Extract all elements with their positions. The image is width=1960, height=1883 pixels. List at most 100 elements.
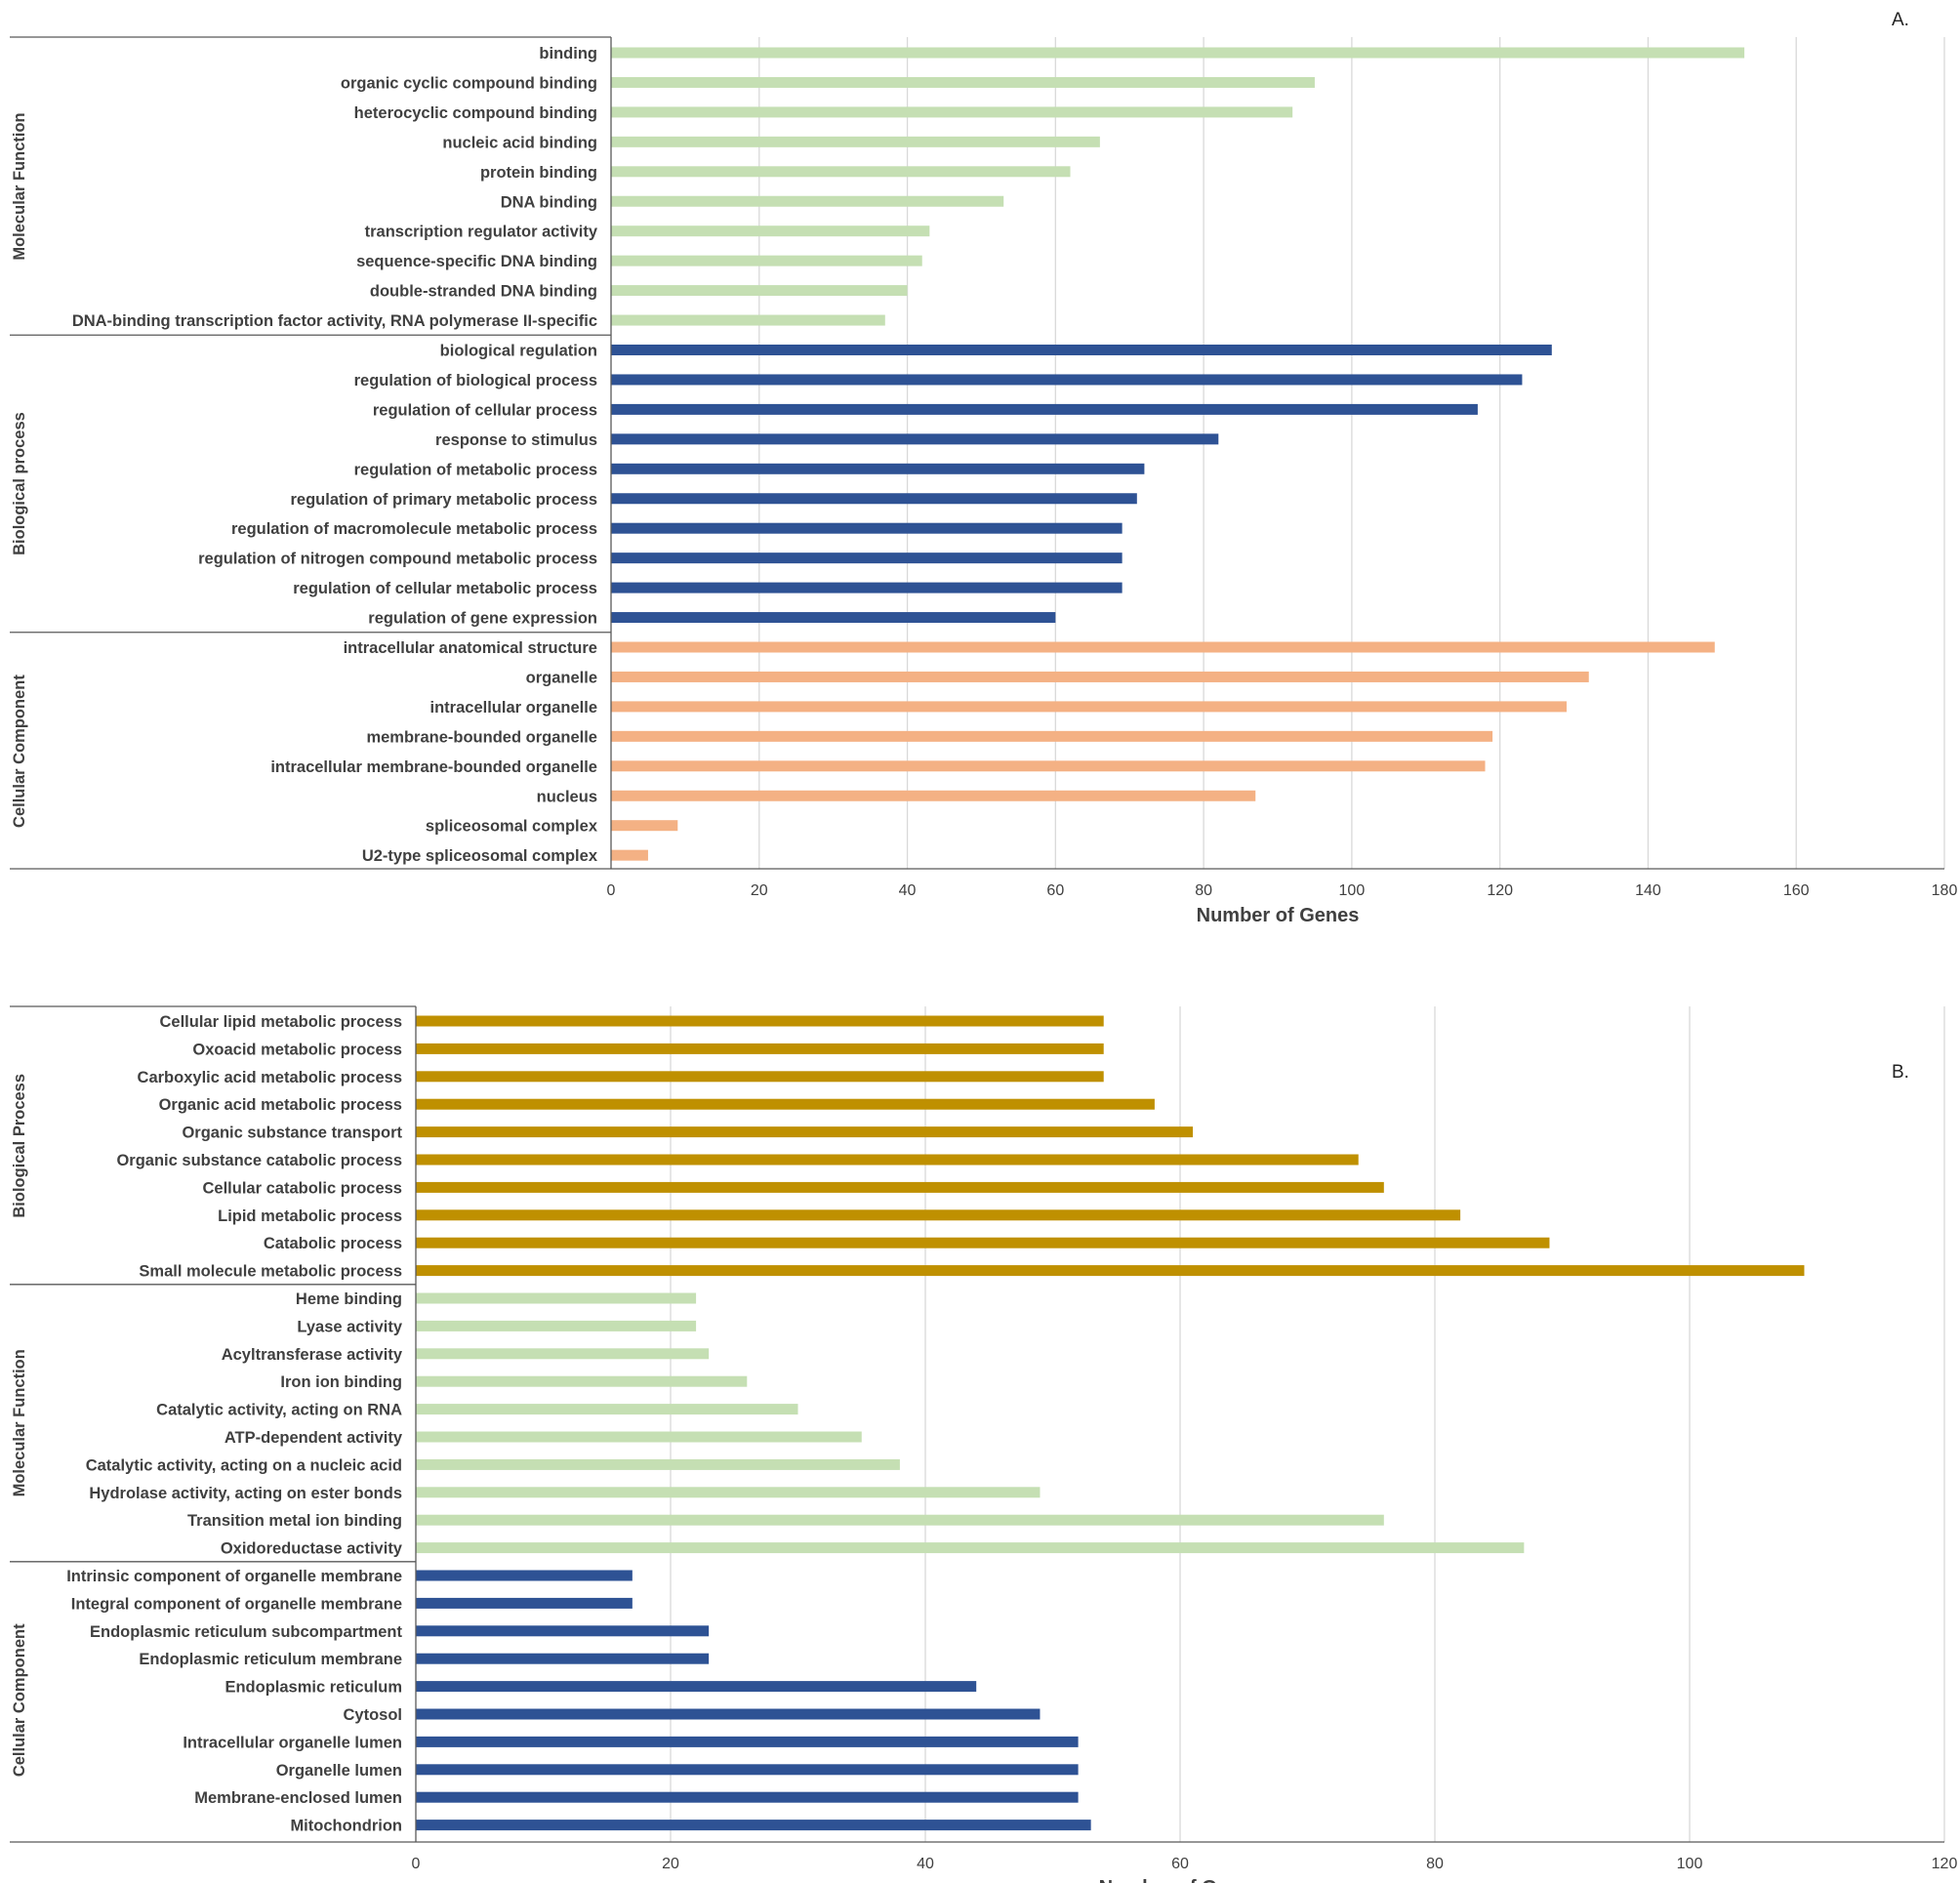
- category-label: Organelle lumen: [276, 1762, 402, 1780]
- category-label: Catabolic process: [264, 1235, 402, 1252]
- category-label: sequence-specific DNA binding: [356, 253, 597, 270]
- x-tick-label: 120: [1487, 882, 1513, 899]
- bar: [416, 1653, 710, 1664]
- bar: [611, 403, 1478, 415]
- x-tick-label: 60: [1171, 1856, 1189, 1872]
- bar: [416, 1348, 710, 1360]
- category-label: Cellular lipid metabolic process: [160, 1013, 403, 1031]
- x-tick-label: 180: [1932, 882, 1958, 899]
- bar: [416, 1265, 1805, 1277]
- bar: [416, 1043, 1104, 1054]
- bar: [416, 1098, 1155, 1110]
- bar: [611, 790, 1256, 801]
- bar: [416, 1820, 1091, 1831]
- category-label: Lyase activity: [297, 1318, 402, 1335]
- category-label: Cellular catabolic process: [202, 1179, 402, 1197]
- bar: [416, 1597, 633, 1609]
- category-label: Organic acid metabolic process: [159, 1096, 402, 1114]
- category-label: Carboxylic acid metabolic process: [138, 1069, 402, 1086]
- category-label: regulation of gene expression: [368, 610, 597, 628]
- category-label: binding: [539, 45, 597, 62]
- bar: [611, 493, 1137, 505]
- bar: [416, 1764, 1079, 1776]
- category-label: intracellular organelle: [430, 699, 597, 716]
- x-tick-label: 0: [607, 882, 616, 899]
- category-label: ATP-dependent activity: [225, 1429, 403, 1447]
- category-label: Cytosol: [343, 1706, 402, 1724]
- category-label: Catalytic activity, acting on a nucleic …: [86, 1456, 402, 1474]
- group-label: Molecular Function: [11, 112, 28, 260]
- bar: [416, 1542, 1525, 1554]
- category-label: Endoplasmic reticulum membrane: [139, 1651, 402, 1668]
- x-tick-label: 80: [1195, 882, 1212, 899]
- category-label: regulation of metabolic process: [354, 461, 597, 478]
- panel-a-chart: binding organic cyclic compound binding he…: [10, 10, 1957, 926]
- x-tick-label: 60: [1046, 882, 1064, 899]
- category-label: Intrinsic component of organelle membran…: [66, 1568, 402, 1585]
- category-label: Endoplasmic reticulum subcompartment: [90, 1623, 402, 1641]
- x-tick-label: 20: [662, 1856, 679, 1872]
- bar: [611, 553, 1123, 564]
- x-tick-label: 100: [1339, 882, 1366, 899]
- bar: [611, 760, 1486, 772]
- x-axis-title: Number of Genes: [1197, 905, 1360, 926]
- group-label: Cellular Component: [11, 1623, 28, 1777]
- category-label: regulation of cellular process: [373, 401, 597, 419]
- category-label: regulation of nitrogen compound metaboli…: [198, 551, 597, 568]
- panel-b-chart: Cellular lipid metabolic process Oxoacid …: [10, 1005, 1957, 1883]
- category-label: Small molecule metabolic process: [139, 1263, 402, 1281]
- category-label: organelle: [526, 669, 597, 686]
- category-label: Acyltransferase activity: [222, 1346, 403, 1364]
- bar: [416, 1487, 1041, 1498]
- x-axis-title: Number of Genes: [1099, 1877, 1262, 1883]
- bar: [611, 612, 1056, 624]
- bar: [611, 433, 1219, 445]
- category-label: Integral component of organelle membrane: [71, 1595, 402, 1613]
- category-label: heterocyclic compound binding: [354, 104, 597, 122]
- bar: [416, 1708, 1041, 1720]
- group-label: Biological Process: [11, 1074, 28, 1218]
- group-label: Biological process: [11, 412, 28, 555]
- category-label: nucleic acid binding: [442, 134, 597, 151]
- bar: [611, 522, 1123, 534]
- bar: [611, 195, 1004, 207]
- x-tick-label: 0: [412, 1856, 421, 1872]
- category-label: DNA-binding transcription factor activit…: [72, 312, 597, 330]
- category-label: Endoplasmic reticulum: [225, 1679, 402, 1697]
- category-label: double-stranded DNA binding: [370, 283, 597, 301]
- category-label: Membrane-enclosed lumen: [194, 1789, 402, 1807]
- category-label: transcription regulator activity: [365, 224, 598, 241]
- bar: [611, 285, 908, 297]
- bar: [611, 730, 1493, 742]
- bar: [416, 1570, 633, 1581]
- bar: [416, 1681, 977, 1693]
- category-label: Organic substance catabolic process: [116, 1152, 402, 1169]
- x-tick-label: 20: [751, 882, 768, 899]
- bar: [611, 166, 1071, 178]
- category-label: regulation of macromolecule metabolic pr…: [231, 520, 597, 538]
- category-label: Oxoacid metabolic process: [192, 1041, 402, 1058]
- bar: [416, 1431, 862, 1443]
- x-tick-label: 160: [1783, 882, 1810, 899]
- x-tick-label: 140: [1635, 882, 1661, 899]
- bar: [611, 314, 885, 326]
- category-label: Iron ion binding: [280, 1373, 402, 1391]
- category-label: Catalytic activity, acting on RNA: [156, 1402, 402, 1419]
- category-label: response to stimulus: [435, 431, 597, 449]
- bar: [611, 255, 922, 266]
- bar: [416, 1181, 1384, 1193]
- bar: [416, 1015, 1104, 1027]
- category-label: Transition metal ion binding: [187, 1512, 402, 1530]
- bar: [416, 1154, 1359, 1166]
- category-label: Hydrolase activity, acting on ester bond…: [89, 1485, 402, 1502]
- bar: [611, 106, 1293, 118]
- bar: [611, 374, 1523, 386]
- x-tick-label: 80: [1426, 1856, 1444, 1872]
- bar: [416, 1736, 1079, 1747]
- bar: [416, 1237, 1550, 1249]
- bar: [611, 820, 678, 832]
- bar: [416, 1514, 1384, 1526]
- x-tick-label: 40: [917, 1856, 934, 1872]
- bar: [416, 1625, 710, 1637]
- category-label: protein binding: [480, 164, 597, 182]
